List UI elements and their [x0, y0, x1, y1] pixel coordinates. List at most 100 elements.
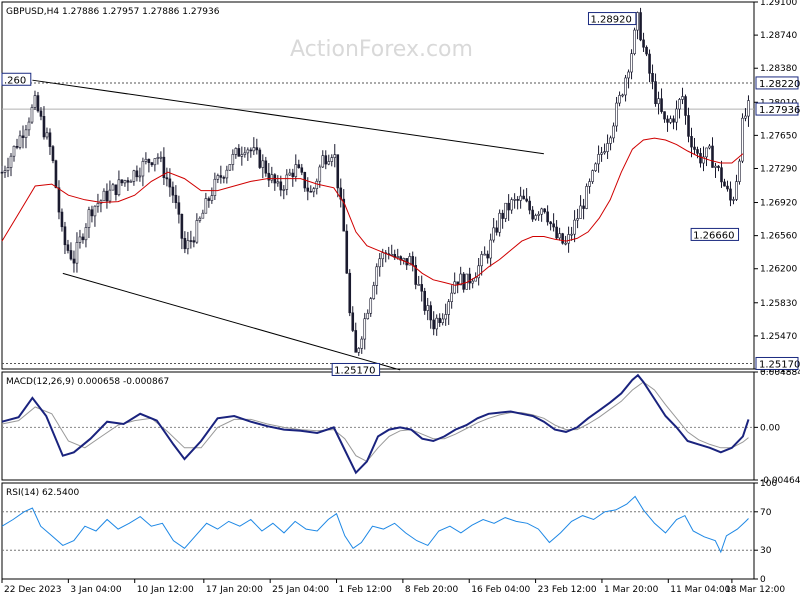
candle-body: [576, 218, 579, 221]
candle-body: [375, 266, 379, 286]
candle-body: [330, 157, 334, 162]
candle-body: [222, 177, 226, 179]
candle-body: [435, 317, 438, 330]
candle-body: [540, 208, 543, 215]
candle-body: [603, 151, 606, 154]
candle-body: [402, 258, 406, 261]
price-annotation-box: [1, 72, 32, 86]
candle-body: [162, 156, 166, 178]
lower-channel-trendline: [62, 272, 401, 371]
candle-body: [507, 202, 510, 211]
price-y-tick-label: 1.25830: [760, 299, 797, 309]
candle-body: [537, 213, 540, 216]
candle-body: [567, 234, 570, 244]
candle-body: [174, 194, 178, 204]
candle-body: [489, 239, 492, 259]
candle-body: [30, 107, 34, 123]
candle-body: [102, 190, 106, 202]
candle-body: [477, 265, 480, 279]
x-tick-label: 22 Dec 2023: [4, 585, 62, 595]
candle-body: [522, 195, 525, 200]
candle-body: [309, 190, 313, 193]
candle-body: [93, 205, 97, 217]
candle-body: [447, 301, 450, 315]
candle-body: [555, 226, 558, 239]
rsi-header: RSI(14) 62.5400: [6, 488, 79, 498]
candle-body: [126, 180, 130, 183]
price-annotation-label: .260: [4, 75, 26, 86]
candle-body: [15, 145, 19, 148]
candle-body: [231, 154, 235, 165]
candle-body: [600, 152, 603, 155]
candle-body: [492, 227, 495, 241]
candle-body: [228, 164, 232, 171]
candle-body: [504, 202, 507, 219]
candle-body: [285, 174, 289, 190]
macd-y-tick-label: 0.004884: [760, 368, 800, 378]
level-badge-box: [755, 76, 799, 90]
price-annotation-box: [331, 362, 381, 376]
price-y-tick-label: 1.27290: [760, 164, 797, 174]
price-annotation-label: 1.26660: [693, 230, 734, 241]
candle-body: [708, 145, 711, 149]
candle-body: [261, 160, 265, 168]
candle-body: [159, 156, 163, 159]
candle-body: [642, 39, 645, 48]
candle-body: [345, 230, 349, 274]
candle-body: [129, 181, 133, 183]
candle-body: [57, 187, 61, 213]
candle-body: [354, 330, 358, 353]
candle-body: [618, 95, 621, 104]
candle-body: [639, 12, 642, 41]
candle-body: [138, 175, 142, 178]
macd-panel-frame: [1, 371, 755, 481]
candle-body: [459, 273, 462, 286]
watermark: ActionForex.com: [290, 37, 473, 62]
candle-body: [180, 214, 184, 239]
candle-body: [78, 236, 82, 243]
candle-body: [333, 154, 337, 158]
candle-body: [288, 172, 292, 176]
candle-body: [516, 199, 519, 201]
candle-body: [219, 175, 223, 178]
candle-body: [132, 170, 136, 182]
candle-body: [21, 135, 25, 138]
candle-body: [591, 170, 594, 182]
candle-body: [372, 285, 376, 299]
candle-body: [72, 258, 76, 264]
rsi-y-tick-label: 0: [760, 575, 766, 585]
candle-body: [594, 163, 597, 171]
candle-body: [195, 220, 199, 243]
candle-body: [678, 99, 681, 110]
candle-body: [396, 256, 400, 258]
candle-body: [12, 145, 16, 157]
candle-body: [474, 277, 477, 282]
candle-body: [336, 154, 340, 189]
price-y-tick-label: 1.29100: [760, 0, 797, 8]
candle-body: [39, 110, 43, 117]
level-badge-box: [755, 356, 799, 370]
candle-body: [486, 253, 489, 259]
moving-average-line: [1, 137, 744, 286]
candle-body: [744, 115, 747, 119]
candle-body: [468, 273, 471, 284]
price-layer: 1.28920 1.26660 1.25170 .260: [0, 7, 754, 376]
candle-body: [561, 233, 564, 244]
price-annotation-label: 1.28920: [590, 15, 631, 26]
rsi-panel-frame: [1, 482, 755, 580]
candle-body: [630, 53, 633, 73]
candle-body: [369, 298, 373, 314]
candle-body: [711, 145, 714, 168]
candle-body: [543, 208, 546, 213]
macd-y-tick-label: -0.004645: [760, 476, 800, 486]
candle-body: [735, 181, 738, 200]
candle-body: [306, 187, 310, 192]
candle-body: [408, 256, 412, 266]
candle-body: [531, 209, 534, 220]
candle-body: [693, 146, 696, 150]
candle-body: [570, 233, 573, 236]
candle-body: [450, 292, 453, 302]
rsi-layer: [1, 495, 754, 554]
candle-body: [666, 118, 669, 123]
